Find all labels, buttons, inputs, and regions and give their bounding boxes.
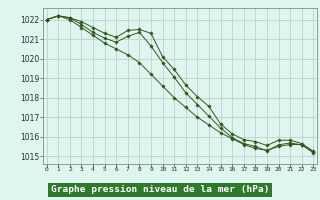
Text: Graphe pression niveau de la mer (hPa): Graphe pression niveau de la mer (hPa) (51, 186, 269, 194)
